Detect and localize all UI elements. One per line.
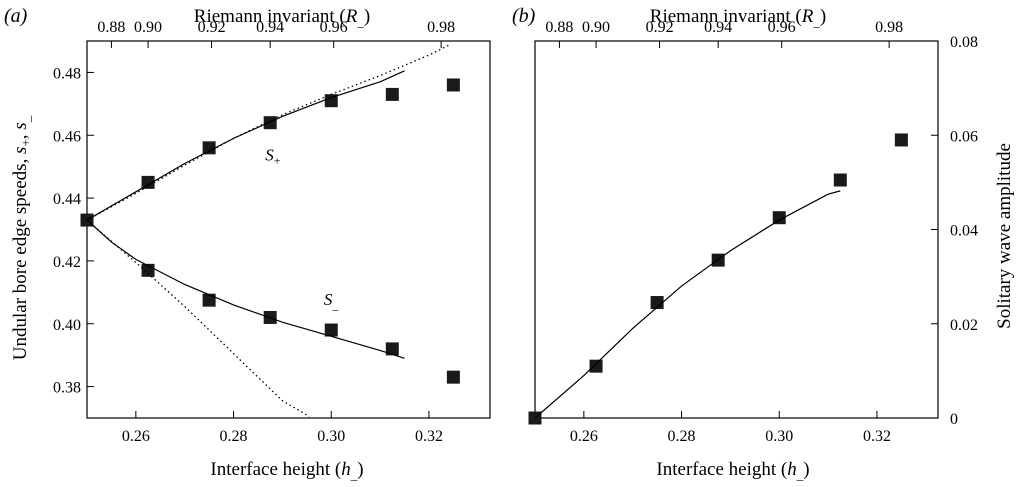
panel-a-frame (86, 40, 491, 419)
y-tick-label: 0.38 (53, 380, 81, 397)
y-tick-label: 0.44 (53, 191, 81, 208)
data-point (446, 78, 460, 92)
panel-b-y-axis-title: Solitary wave amplitude (994, 143, 1015, 329)
panel-a-speeds: (a) Riemann invariant (R_) Interface hei… (4, 5, 491, 482)
data-point (324, 94, 338, 108)
top-tick-label: 0.96 (768, 19, 796, 36)
top-tick-label: 0.88 (97, 19, 125, 36)
top-tick-label: 0.98 (875, 19, 903, 36)
x-tick-label: 0.28 (668, 428, 696, 445)
top-tick-label: 0.88 (545, 19, 573, 36)
x-tick-label: 0.30 (317, 428, 345, 445)
panel-a-tag: (a) (4, 5, 28, 27)
y-tick-label: 0.46 (53, 128, 81, 145)
y-tick-label: 0.06 (950, 128, 978, 145)
data-point (894, 133, 908, 147)
data-point (772, 211, 786, 225)
x-tick-label: 0.32 (415, 428, 443, 445)
panel-a-x-axis-title: Interface height (h_) (210, 459, 363, 482)
curve-label: S_ (324, 290, 340, 312)
data-point (650, 296, 664, 310)
solid-curve (86, 219, 405, 359)
top-tick-label: 0.92 (646, 19, 674, 36)
top-tick-label: 0.90 (582, 19, 610, 36)
panel-b-series (528, 133, 908, 425)
y-tick-label: 0.04 (950, 223, 978, 240)
data-point (833, 173, 847, 187)
curve-label: S+ (265, 145, 281, 167)
y-tick-label: 0.42 (53, 254, 81, 271)
x-tick-label: 0.32 (863, 428, 891, 445)
panel-a-y-axis-title: Undular bore edge speeds, s+, s_ (10, 115, 33, 360)
data-point (385, 342, 399, 356)
top-tick-label: 0.94 (704, 19, 732, 36)
data-point (202, 141, 216, 155)
data-point (385, 87, 399, 101)
panel-a-curve-labels: S+ S_ (265, 145, 339, 312)
top-tick-label: 0.94 (256, 19, 284, 36)
panel-b-x-ticks: 0.26 0.28 0.30 0.32 (570, 411, 891, 445)
data-point (446, 370, 460, 384)
solid-curve (86, 70, 405, 221)
panel-b-x-axis-title: Interface height (h_) (656, 459, 809, 482)
panel-b-y-ticks: 0 0.02 0.04 0.06 0.08 (931, 34, 978, 428)
x-tick-label: 0.26 (570, 428, 598, 445)
panel-a-top-axis-title: Riemann invariant (R_) (194, 6, 370, 29)
data-point (589, 359, 603, 373)
x-tick-label: 0.30 (765, 428, 793, 445)
panel-a-series (80, 43, 460, 417)
dotted-curve (86, 219, 310, 417)
y-tick-label: 0.40 (53, 317, 81, 334)
panel-a-x-ticks: 0.26 0.28 0.30 0.32 (122, 411, 443, 445)
y-tick-label: 0.48 (53, 65, 81, 82)
x-tick-label: 0.26 (122, 428, 150, 445)
x-tick-label: 0.28 (220, 428, 248, 445)
panel-a-top-ticks: 0.88 0.90 0.92 0.94 0.96 0.98 (97, 19, 455, 48)
top-tick-label: 0.96 (320, 19, 348, 36)
data-point (324, 323, 338, 337)
data-point (141, 175, 155, 189)
dotted-curve (86, 43, 452, 221)
solid-curve (534, 190, 841, 419)
panel-b-amplitude: (b) Riemann invariant (R_) Interface hei… (512, 5, 1015, 482)
y-tick-label: 0.08 (950, 34, 978, 51)
y-tick-label: 0.02 (950, 317, 978, 334)
panel-b-top-ticks: 0.88 0.90 0.92 0.94 0.96 0.98 (545, 19, 903, 48)
top-tick-label: 0.92 (198, 19, 226, 36)
panel-b-top-axis-title: Riemann invariant (R_) (650, 6, 826, 29)
top-tick-label: 0.98 (427, 19, 455, 36)
data-point (202, 293, 216, 307)
panel-a-y-ticks: 0.38 0.40 0.42 0.44 0.46 0.48 (53, 65, 94, 397)
panel-b-tag: (b) (512, 5, 536, 27)
y-tick-label: 0 (950, 411, 958, 428)
top-tick-label: 0.90 (134, 19, 162, 36)
